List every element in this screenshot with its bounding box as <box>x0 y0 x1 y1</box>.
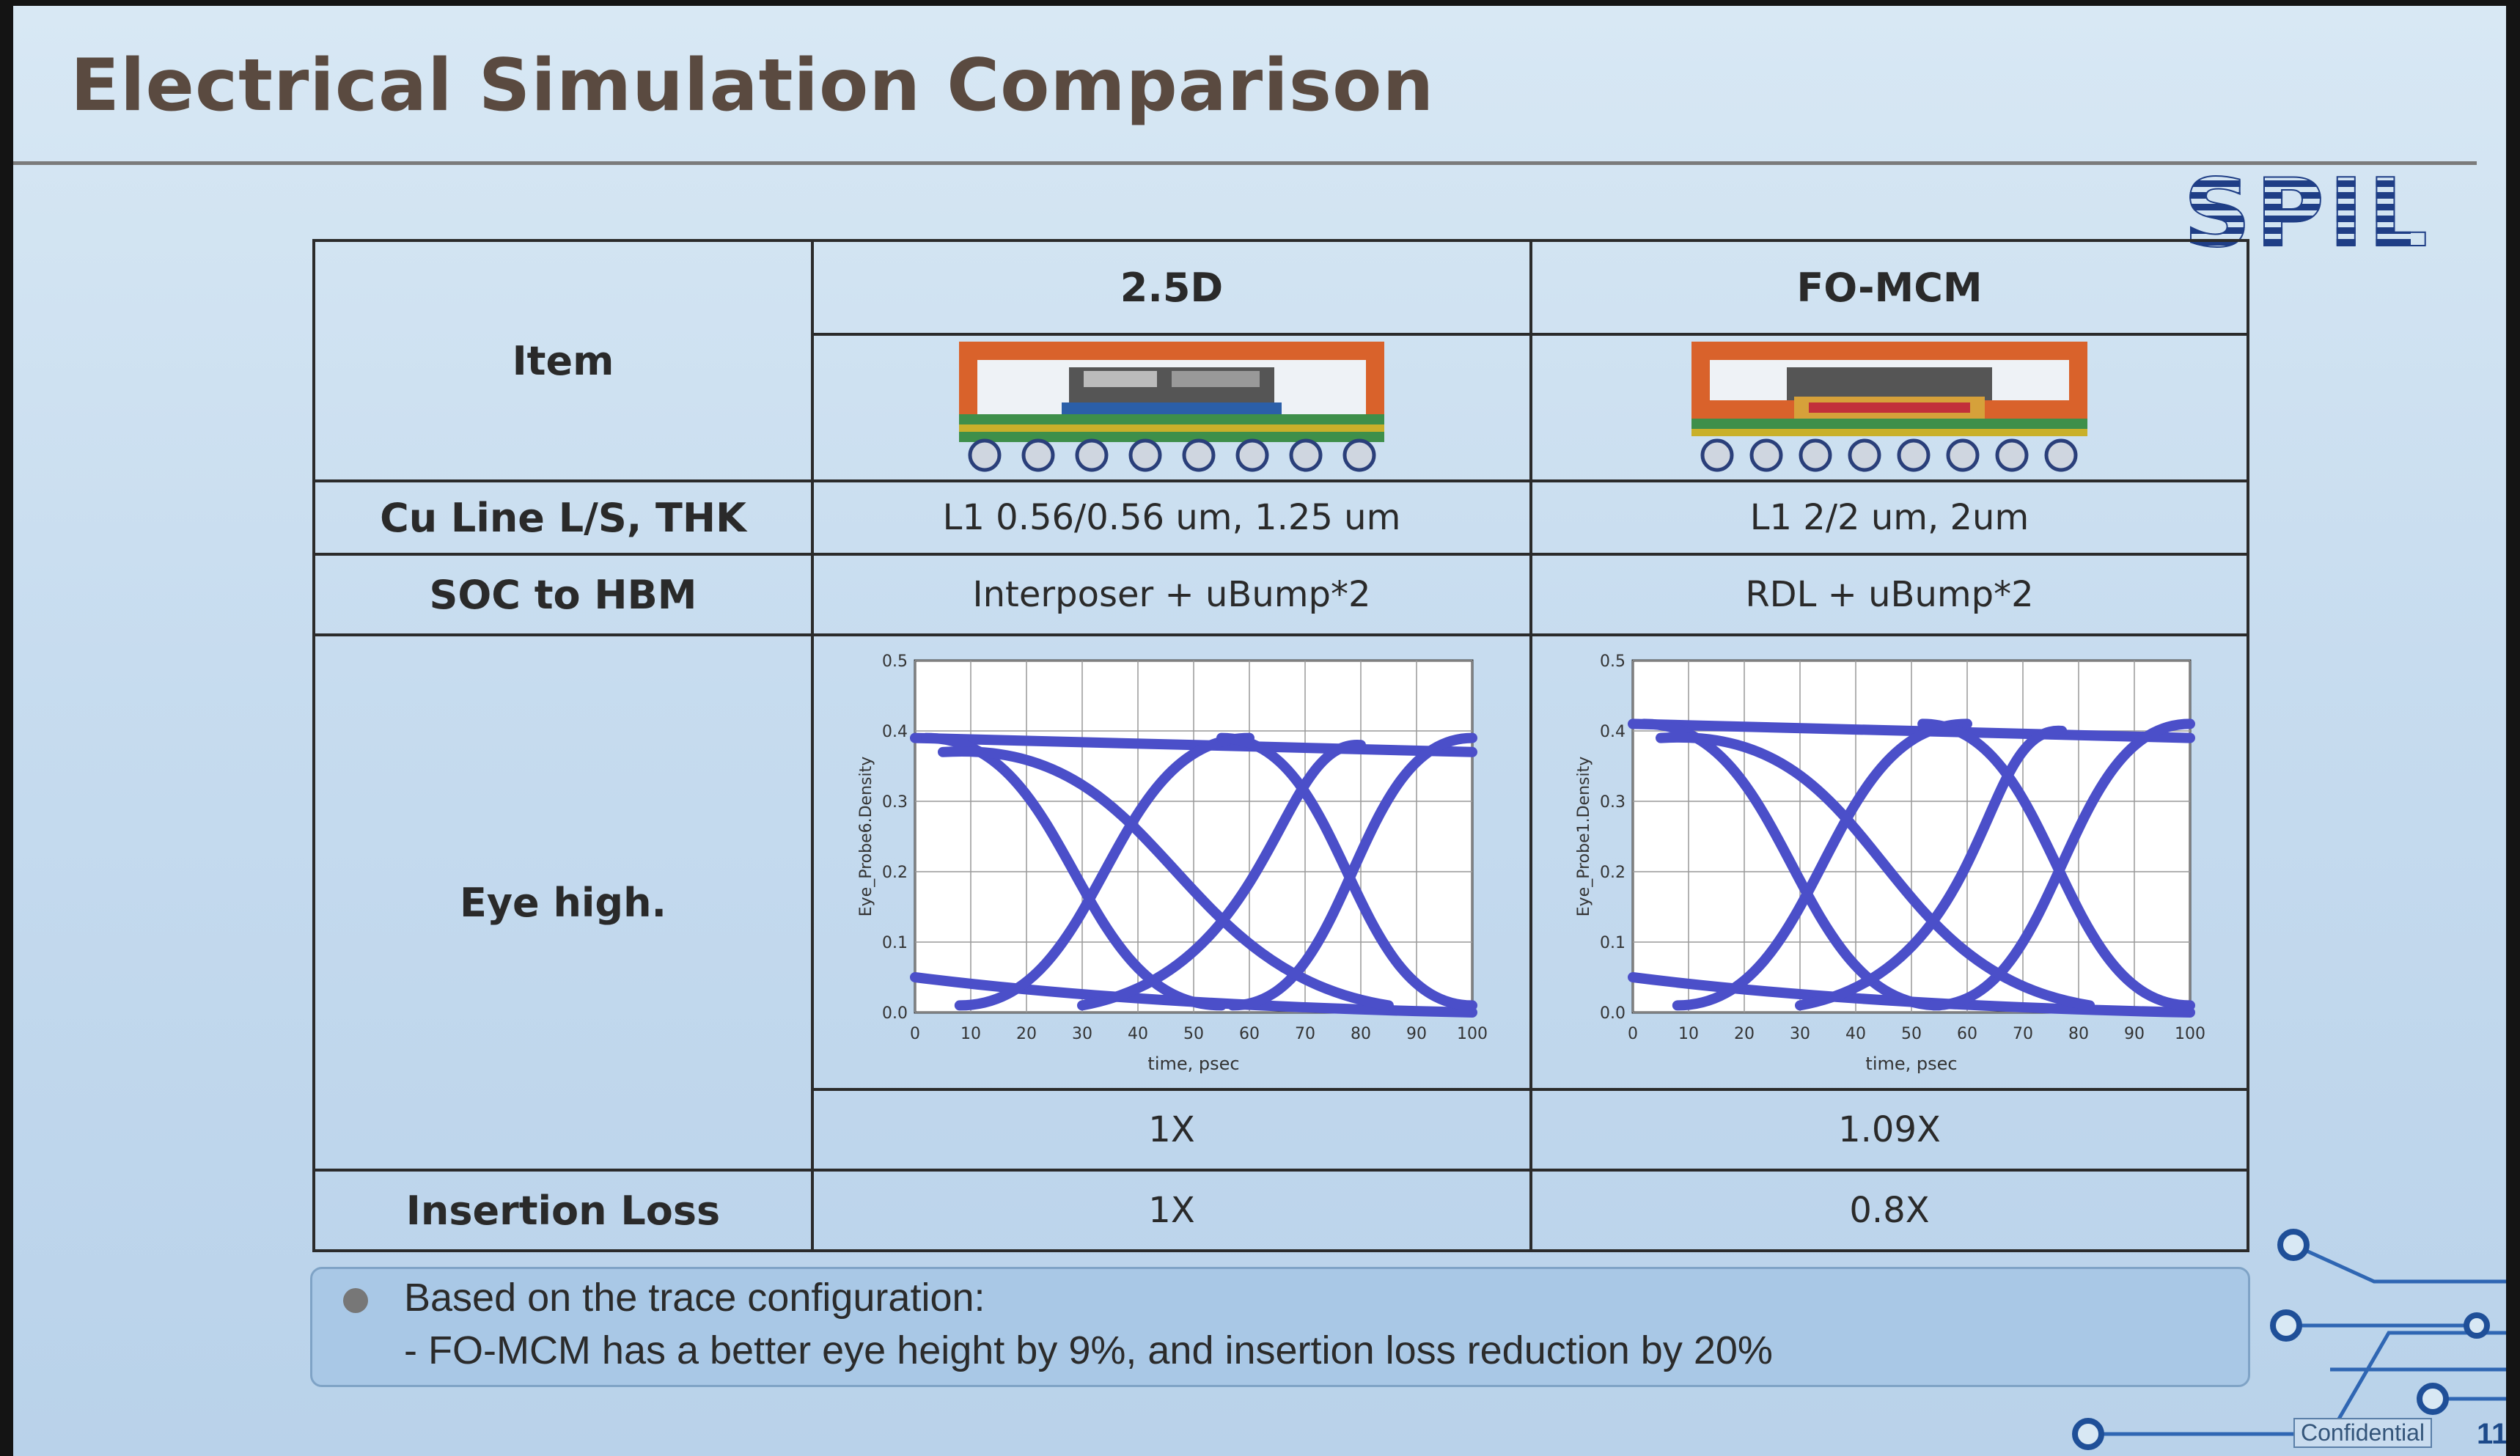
slide-title: Electrical Simulation Comparison <box>70 44 1435 128</box>
eye-traces <box>910 732 1477 1018</box>
y-tick-label: 0.1 <box>882 934 908 952</box>
eye-cross-trace <box>1077 740 1366 1011</box>
y-tick-label: 0.2 <box>882 864 908 882</box>
x-tick-label: 50 <box>1183 1025 1204 1043</box>
y-axis-label: Eye_Probe6.Density <box>857 757 875 917</box>
y-tick-label: 0.0 <box>1600 1004 1625 1023</box>
row-label-insertion-loss: Insertion Loss <box>312 1169 814 1252</box>
package-2-5d-image <box>811 333 1532 482</box>
x-tick-label: 80 <box>1351 1025 1371 1043</box>
eye-traces <box>1628 718 2195 1018</box>
notes-box: Based on the trace configuration: - FO-M… <box>310 1267 2250 1387</box>
x-tick-label: 20 <box>1016 1025 1037 1043</box>
confidential-label: Confidential <box>2293 1418 2432 1448</box>
x-tick-label: 100 <box>1457 1025 1488 1043</box>
x-axis-label: time, psec <box>1865 1054 1957 1074</box>
insertion-loss-2-5d: 1X <box>811 1169 1532 1252</box>
y-tick-label: 0.4 <box>1600 723 1625 741</box>
eye-cross-trace <box>1656 732 2095 1011</box>
slide: Electrical Simulation Comparison SPIL It… <box>13 6 2506 1456</box>
cu-line-fo-mcm: L1 2/2 um, 2um <box>1529 479 2249 556</box>
x-tick-label: 10 <box>960 1025 981 1043</box>
note-line-2: - FO-MCM has a better eye height by 9%, … <box>404 1328 1773 1372</box>
title-divider <box>13 161 2477 165</box>
cu-line-2-5d: L1 0.56/0.56 um, 1.25 um <box>811 479 1532 556</box>
x-tick-label: 90 <box>1406 1025 1427 1043</box>
eye-cross-trace <box>1795 725 2068 1011</box>
package-2-5d-diagram <box>959 342 1384 472</box>
note-line-1: Based on the trace configuration: <box>404 1276 985 1320</box>
header-item: Item <box>312 239 814 482</box>
page-number: 11 <box>2477 1418 2506 1450</box>
y-tick-label: 0.0 <box>882 1004 908 1023</box>
x-tick-label: 70 <box>1295 1025 1315 1043</box>
eye-low-rail <box>1628 972 2195 1018</box>
eye-rising-edge <box>1928 718 2195 1011</box>
circuit-decoration <box>2072 1229 2506 1450</box>
row-label-cu-line: Cu Line L/S, THK <box>312 479 814 556</box>
x-tick-label: 90 <box>2124 1025 2145 1043</box>
soc-hbm-2-5d: Interposer + uBump*2 <box>811 553 1532 636</box>
eye-high-rail <box>910 732 1477 757</box>
x-tick-label: 30 <box>1790 1025 1810 1043</box>
x-tick-label: 30 <box>1072 1025 1092 1043</box>
eye-diagram-fo-mcm: 0 10 20 30 40 50 60 70 80 90 100 0.0 0.1 0.2 0.3 0.4 0.5… <box>1575 652 2205 1074</box>
package-fo-mcm-diagram <box>1691 342 2087 472</box>
row-label-soc-hbm: SOC to HBM <box>312 553 814 636</box>
y-tick-label: 0.3 <box>1600 793 1625 812</box>
eye-high-rail <box>1628 718 2195 743</box>
eye-rising-edge <box>954 732 1255 1011</box>
soc-hbm-fo-mcm: RDL + uBump*2 <box>1529 553 2249 636</box>
x-tick-label: 50 <box>1901 1025 1922 1043</box>
y-tick-label: 0.5 <box>1600 652 1625 671</box>
bullet-icon <box>343 1288 368 1313</box>
x-tick-label: 40 <box>1845 1025 1866 1043</box>
header-fo-mcm: FO-MCM <box>1529 239 2249 336</box>
y-tick-label: 0.1 <box>1600 934 1625 952</box>
row-label-eye-high: Eye high. <box>312 633 814 1172</box>
x-tick-label: 0 <box>1628 1025 1638 1043</box>
y-tick-label: 0.2 <box>1600 864 1625 882</box>
header-2-5d: 2.5D <box>811 239 1532 336</box>
x-tick-label: 10 <box>1678 1025 1699 1043</box>
x-axis-label: time, psec <box>1147 1054 1239 1074</box>
y-tick-label: 0.3 <box>882 793 908 812</box>
comparison-table: Item 2.5D FO-MCM <box>312 239 2249 1252</box>
eye-diagram-fo-mcm-cell: 0 10 20 30 40 50 60 70 80 90 100 0.0 0.1 0.2 0.3 0.4 0.5… <box>1529 633 2249 1091</box>
eye-diagram-2-5d-cell: 0 10 20 30 40 50 60 70 80 90 100 0.0 0.1 0.2 0.3 0.4 0.5… <box>811 633 1532 1091</box>
x-tick-label: 70 <box>2013 1025 2033 1043</box>
eye-high-fo-mcm: 1.09X <box>1529 1088 2249 1172</box>
eye-rising-edge <box>1672 718 1972 1011</box>
x-tick-label: 40 <box>1128 1025 1148 1043</box>
x-tick-label: 20 <box>1734 1025 1755 1043</box>
package-fo-mcm-image <box>1529 333 2249 482</box>
y-tick-label: 0.4 <box>882 723 908 741</box>
y-axis-label: Eye_Probe1.Density <box>1575 757 1593 917</box>
x-tick-label: 60 <box>1239 1025 1260 1043</box>
x-tick-label: 60 <box>1957 1025 1977 1043</box>
x-tick-label: 100 <box>2175 1025 2205 1043</box>
eye-cross-trace <box>938 746 1394 1011</box>
insertion-loss-fo-mcm: 0.8X <box>1529 1169 2249 1252</box>
eye-diagram-2-5d: 0 10 20 30 40 50 60 70 80 90 100 0.0 0.1 0.2 0.3 0.4 0.5… <box>857 652 1488 1074</box>
x-tick-label: 0 <box>910 1025 920 1043</box>
x-tick-label: 80 <box>2068 1025 2089 1043</box>
y-tick-label: 0.5 <box>882 652 908 671</box>
eye-high-2-5d: 1X <box>811 1088 1532 1172</box>
eye-low-rail <box>910 972 1477 1018</box>
eye-rising-edge <box>1227 732 1477 1011</box>
